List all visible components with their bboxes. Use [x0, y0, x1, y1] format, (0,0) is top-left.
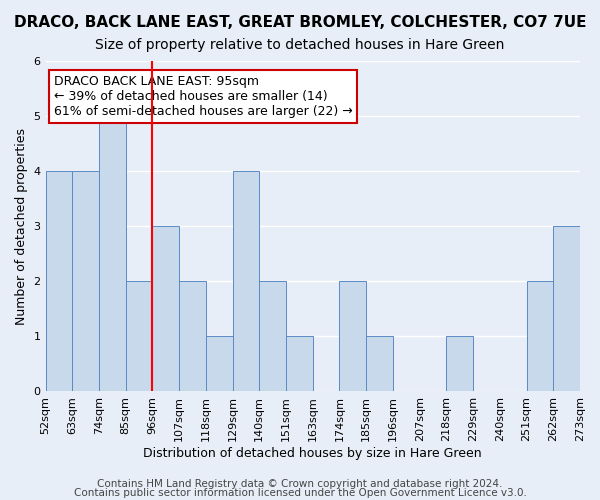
Bar	[233, 172, 259, 392]
Text: Contains public sector information licensed under the Open Government Licence v3: Contains public sector information licen…	[74, 488, 526, 498]
Bar	[126, 282, 152, 392]
Bar	[553, 226, 580, 392]
Bar	[72, 172, 99, 392]
Bar	[206, 336, 233, 392]
Bar	[46, 172, 72, 392]
Text: Size of property relative to detached houses in Hare Green: Size of property relative to detached ho…	[95, 38, 505, 52]
Bar	[366, 336, 393, 392]
X-axis label: Distribution of detached houses by size in Hare Green: Distribution of detached houses by size …	[143, 447, 482, 460]
Bar	[179, 282, 206, 392]
Text: Contains HM Land Registry data © Crown copyright and database right 2024.: Contains HM Land Registry data © Crown c…	[97, 479, 503, 489]
Bar	[286, 336, 313, 392]
Bar	[527, 282, 553, 392]
Bar	[446, 336, 473, 392]
Bar	[340, 282, 366, 392]
Text: DRACO BACK LANE EAST: 95sqm
← 39% of detached houses are smaller (14)
61% of sem: DRACO BACK LANE EAST: 95sqm ← 39% of det…	[53, 75, 352, 118]
Bar	[259, 282, 286, 392]
Y-axis label: Number of detached properties: Number of detached properties	[15, 128, 28, 325]
Bar	[99, 116, 126, 392]
Text: DRACO, BACK LANE EAST, GREAT BROMLEY, COLCHESTER, CO7 7UE: DRACO, BACK LANE EAST, GREAT BROMLEY, CO…	[14, 15, 586, 30]
Bar	[152, 226, 179, 392]
